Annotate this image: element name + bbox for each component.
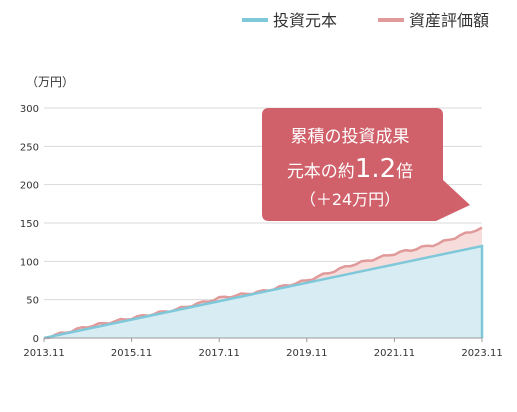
callout-multiplier: 1.2 xyxy=(355,154,396,184)
callout-line-1: 累積の投資成果 xyxy=(291,127,410,147)
y-tick-labels: 0 50 100 150 200 250 300 xyxy=(20,104,39,345)
series-line-principal xyxy=(43,244,484,340)
y-tick-label: 200 xyxy=(20,181,39,192)
x-tick-label: 2019.11 xyxy=(286,348,327,359)
y-tick-label: 300 xyxy=(20,104,39,115)
x-tick-label: 2015.11 xyxy=(111,348,152,359)
x-tick-label: 2013.11 xyxy=(23,348,64,359)
legend-label-value: 資産評価額 xyxy=(409,11,489,30)
callout-line-3: （＋24万円） xyxy=(300,190,400,209)
plot-area xyxy=(43,226,484,340)
y-tick-label: 50 xyxy=(26,296,39,307)
x-tick-label: 2023.11 xyxy=(461,348,502,359)
y-tick-label: 100 xyxy=(20,257,39,268)
x-tick-label: 2021.11 xyxy=(374,348,415,359)
series-line-value xyxy=(43,226,483,340)
callout-bubble xyxy=(262,108,470,221)
legend-label-principal: 投資元本 xyxy=(273,11,337,30)
callout-line-2-prefix: 元本の約 xyxy=(287,162,355,182)
legend: 投資元本 資産評価額 xyxy=(242,11,489,30)
x-tick-label: 2017.11 xyxy=(199,348,240,359)
callout-line-2: 元本の約1.2倍 xyxy=(287,154,413,184)
y-tick-label: 150 xyxy=(20,219,39,230)
y-tick-label: 250 xyxy=(20,142,39,153)
x-tick-labels: 2013.11 2015.11 2017.11 2019.11 2021.11 2023.… xyxy=(23,338,503,359)
callout-line-2-suffix: 倍 xyxy=(396,162,413,182)
callout: 累積の投資成果 元本の約1.2倍 （＋24万円） xyxy=(262,108,470,221)
y-tick-label: 0 xyxy=(33,334,39,345)
y-axis-unit-label: （万円） xyxy=(26,75,74,89)
